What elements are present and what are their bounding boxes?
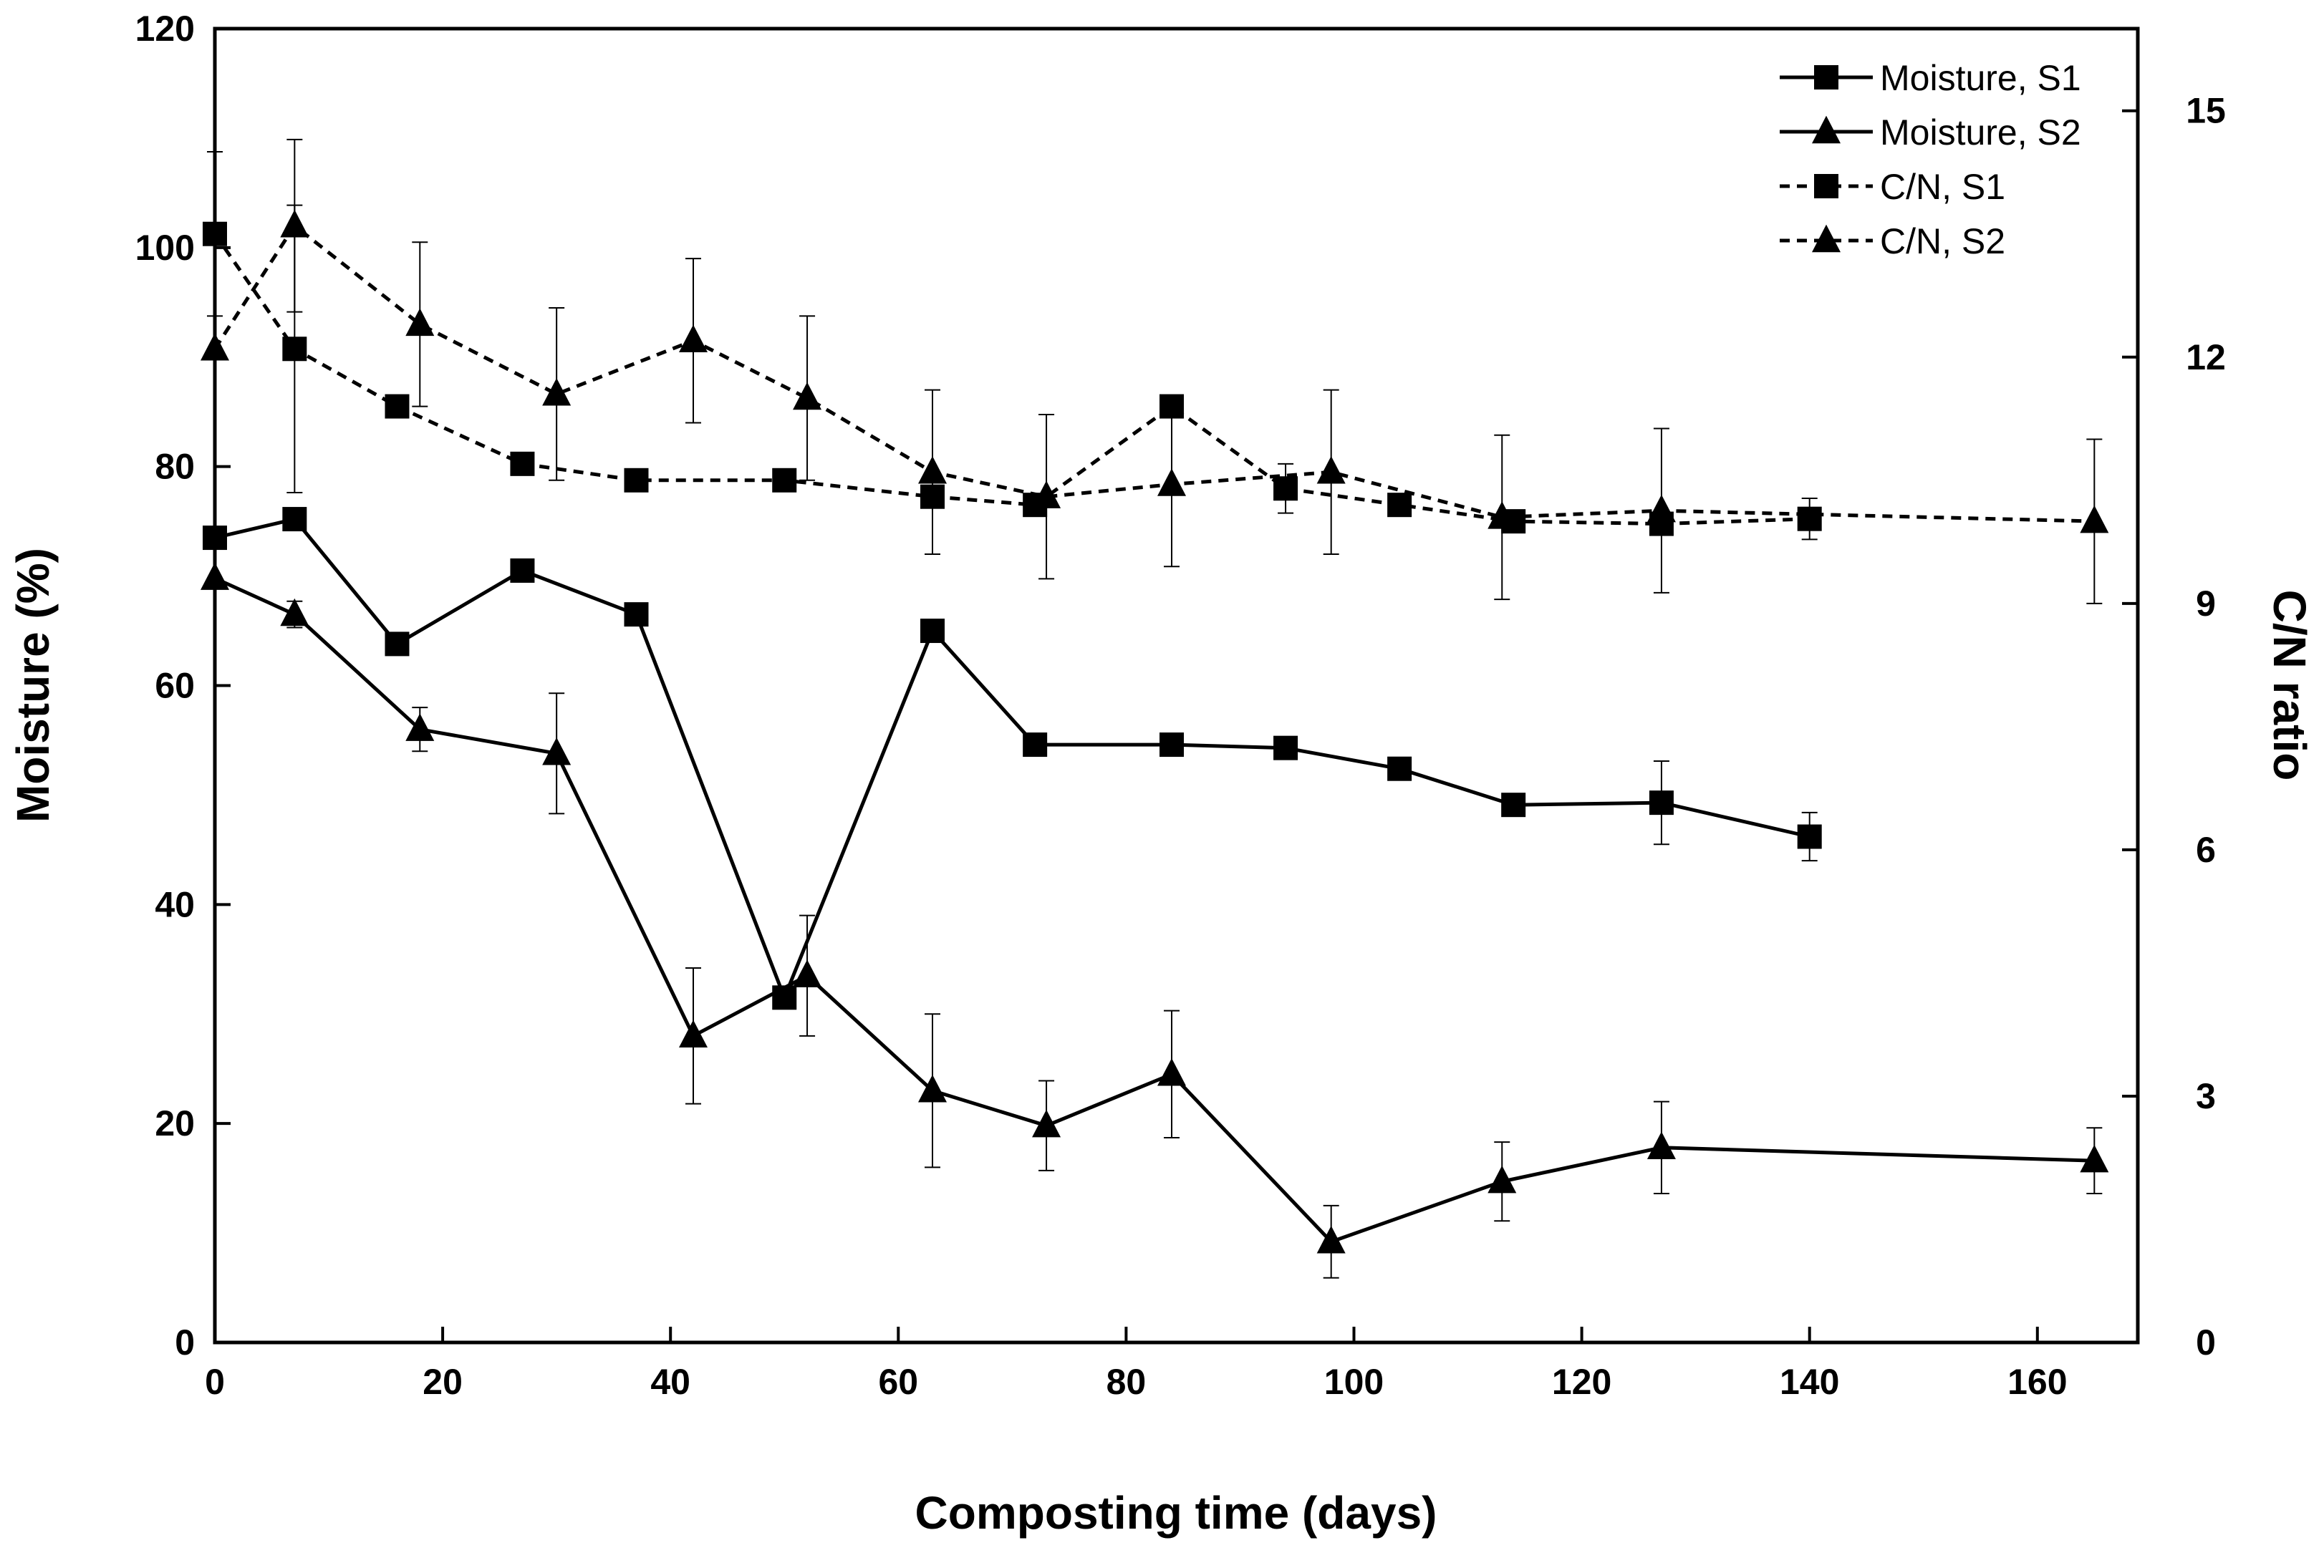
y-left-tick-label: 120 [135,9,195,49]
y-right-tick-label: 12 [2186,337,2226,377]
data-point [280,598,309,626]
data-point [510,558,535,583]
legend-marker [1812,224,1841,253]
series-line [213,576,2095,1244]
data-point [542,737,572,765]
data-point [1159,732,1185,758]
series-line [213,223,2095,523]
data-point [1032,1109,1061,1138]
series-c-n-s1 [203,151,1822,541]
x-tick-label: 100 [1324,1362,1384,1402]
series-moisture-s1 [203,507,1822,1010]
data-point [1032,480,1061,508]
data-point [282,337,307,362]
data-point [679,1020,708,1048]
data-point [510,451,535,476]
y-right-tick-label: 3 [2196,1076,2216,1116]
legend-marker [1812,115,1841,144]
data-point [385,631,410,657]
legend-marker [1814,65,1838,89]
data-point [624,468,649,493]
x-tick-label: 80 [1106,1362,1147,1402]
y-left-tick-label: 80 [155,447,195,487]
data-point [1501,793,1526,818]
data-point [1646,494,1676,523]
data-point [1273,735,1298,760]
y-right-tick-label: 0 [2196,1322,2216,1363]
data-point [1488,501,1517,529]
series-moisture-s2 [201,562,2109,1279]
legend-label: Moisture, S1 [1880,58,2081,98]
data-series [201,138,2109,1279]
x-tick-label: 20 [423,1362,463,1402]
data-point [1316,455,1346,484]
x-tick-label: 60 [878,1362,918,1402]
data-point [405,308,435,337]
legend-marker [1814,174,1838,198]
y-left-tick-label: 40 [155,884,195,924]
data-point [2080,505,2109,533]
legend-item: C/N, S2 [1780,221,2005,261]
y-axis-left-title: Moisture (%) [7,548,59,823]
x-tick-label: 40 [650,1362,690,1402]
data-point [1797,824,1822,849]
data-point [920,619,945,644]
series-line [213,233,1810,526]
x-tick-label: 160 [2007,1362,2067,1402]
series-c-n-s2 [201,138,2109,604]
data-point [1646,1131,1676,1160]
y-axis-right-title: C/N ratio [2264,590,2315,781]
legend: Moisture, S1 Moisture, S2 C/N, S1 C/N, S2 [1780,58,2081,261]
y-right-tick-label: 15 [2186,91,2226,131]
data-point [624,602,649,627]
axis-ticks: 0 20 40 60 80 100 120 140 160 0 20 40 60 80 100 120 0 3 6 9… [135,9,2226,1402]
legend-item: Moisture, S2 [1780,112,2081,153]
data-point [1316,1225,1346,1254]
data-point [918,1074,948,1103]
series-line [214,517,1810,1003]
y-left-tick-label: 60 [155,666,195,706]
x-tick-label: 120 [1552,1362,1611,1402]
legend-label: C/N, S2 [1880,221,2005,261]
y-left-tick-label: 20 [155,1103,195,1143]
data-point [203,221,227,246]
data-point [1649,790,1674,816]
y-left-tick-label: 0 [175,1322,195,1363]
data-point [772,468,797,493]
x-axis-title: Composting time (days) [915,1487,1437,1539]
data-point [385,394,410,419]
plot-frame [213,26,2140,1345]
data-point [203,526,227,551]
legend-item: C/N, S1 [1780,167,2005,207]
x-tick-label: 0 [205,1362,225,1402]
legend-label: Moisture, S2 [1880,112,2081,153]
legend-label: C/N, S1 [1880,167,2005,207]
data-point [1387,756,1412,781]
data-point [201,562,229,590]
y-right-tick-label: 9 [2196,584,2216,624]
data-point [2080,1144,2109,1173]
data-point [1488,1165,1517,1194]
data-point [1023,732,1048,758]
data-point [1157,1058,1187,1086]
data-point [679,324,708,353]
data-point [793,382,822,410]
data-point [793,959,822,987]
data-point [1797,506,1822,531]
y-left-tick-label: 100 [135,228,195,268]
data-point [405,713,435,741]
data-point [280,209,309,238]
data-point [282,507,307,532]
data-point [1157,468,1187,496]
data-point [1273,476,1298,501]
data-point [201,332,229,361]
legend-item: Moisture, S1 [1780,58,2081,98]
data-point [918,455,948,484]
data-point [542,378,572,406]
data-point [1387,493,1412,518]
y-right-tick-label: 6 [2196,830,2216,870]
x-tick-label: 140 [1780,1362,1839,1402]
